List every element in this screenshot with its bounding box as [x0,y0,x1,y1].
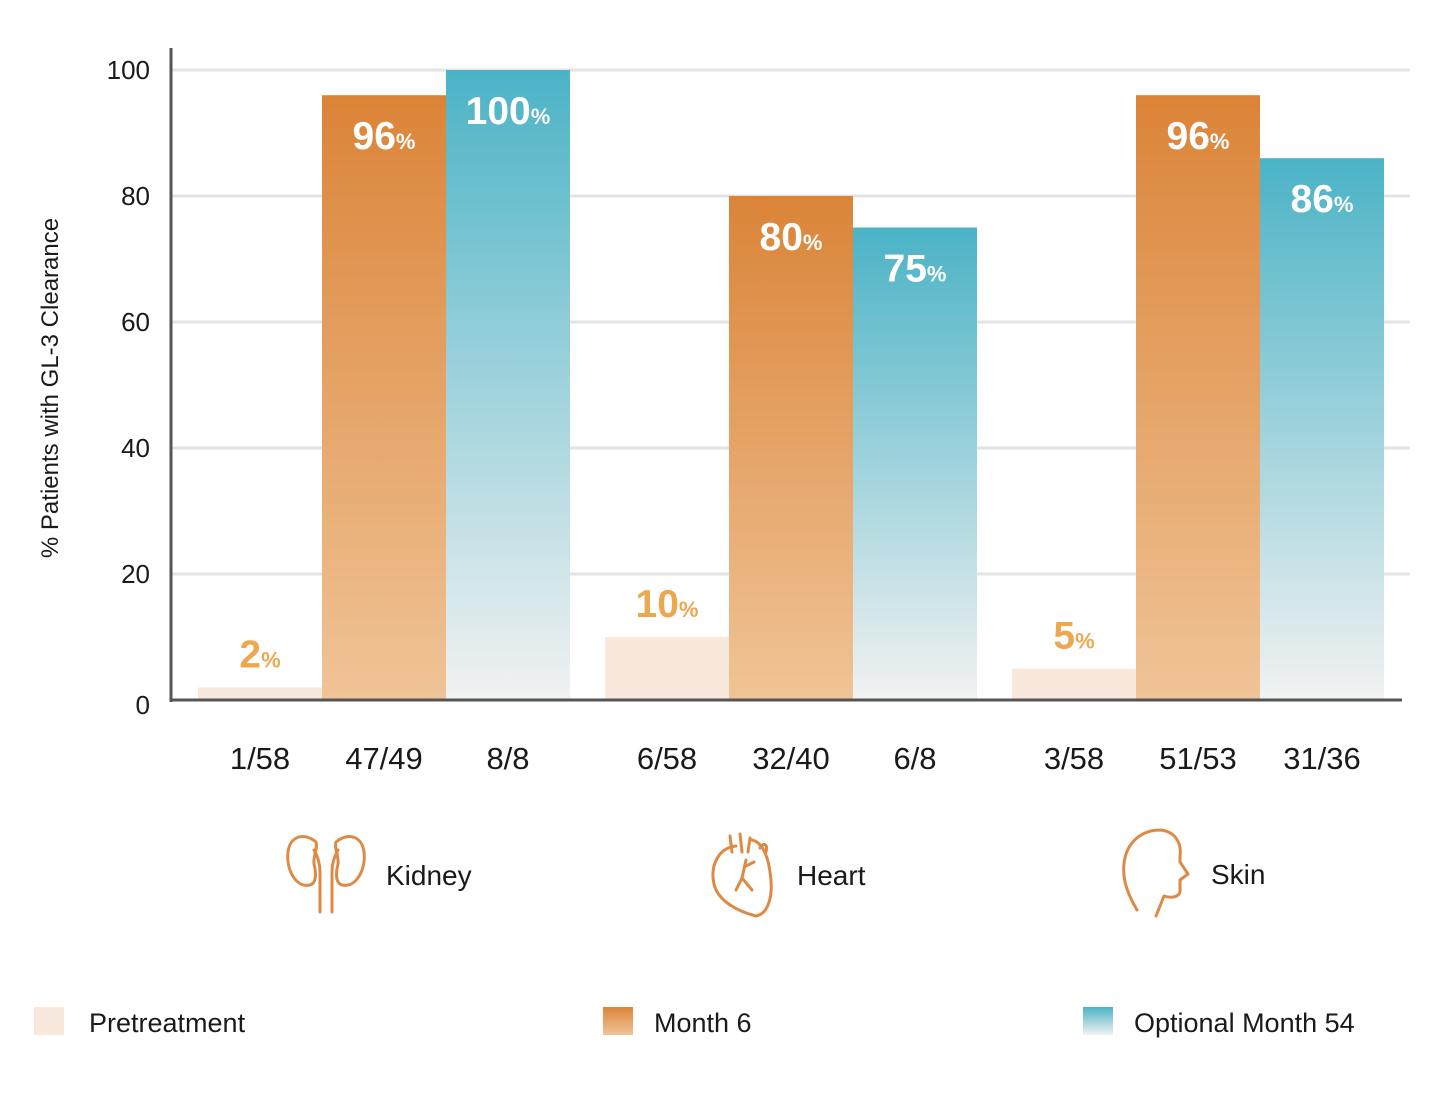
y-tick-label: 80 [121,181,150,211]
value-label: 96% [353,115,416,158]
legend-swatch-month6 [603,1007,633,1035]
value-label: 5% [1053,615,1094,658]
bar-pretreatment-heart [605,637,729,700]
kidney-icon [286,835,366,914]
fraction-label: 3/58 [1044,741,1104,776]
bar-month54-kidney [446,70,570,700]
bar-pretreatment-skin [1012,668,1136,700]
bar-month54-heart [853,227,977,700]
y-tick-label: 100 [107,55,150,85]
bar-month6-skin [1136,95,1260,700]
fraction-label: 6/8 [893,741,936,776]
value-labels: 2% 10% 5% 96% 80% 96% 100% 75% 86% [239,90,1353,676]
fraction-label: 8/8 [486,741,529,776]
organ-label-skin: Skin [1211,859,1265,890]
y-tick-label: 40 [121,433,150,463]
value-label: 96% [1167,115,1230,158]
fraction-label: 1/58 [230,741,290,776]
fraction-label: 6/58 [637,741,697,776]
legend-label-pretreatment: Pretreatment [89,1008,246,1038]
bar-pretreatment-kidney [198,687,322,700]
axes [169,48,1402,702]
heart-icon [711,832,773,918]
bar-month6-kidney [322,95,446,700]
organ-label-heart: Heart [797,860,866,891]
fraction-label: 51/53 [1159,741,1237,776]
y-axis-label: % Patients with GL-3 Clearance [37,218,64,558]
y-tick-label: 0 [136,690,150,720]
value-label: 10% [636,583,699,626]
bar-month54-skin [1260,158,1384,700]
value-label: 100% [466,90,551,133]
bars [198,70,1384,700]
legend-label-month6: Month 6 [654,1008,752,1038]
bar-month6-heart [729,196,853,700]
y-tick-label: 20 [121,559,150,589]
fraction-label: 47/49 [345,741,423,776]
fraction-label: 31/36 [1283,741,1361,776]
legend-swatch-pretreatment [34,1007,64,1035]
legend-label-month54: Optional Month 54 [1134,1008,1355,1038]
value-label: 75% [884,248,947,291]
organ-label-kidney: Kidney [386,860,472,891]
fraction-label: 32/40 [752,741,830,776]
head-icon [1122,828,1190,918]
legend: Pretreatment Month 6 Optional Month 54 [34,1007,1355,1038]
fraction-labels: 1/58 6/58 3/58 47/49 32/40 51/53 8/8 6/8 31/36 [230,741,1361,776]
value-label: 80% [760,216,823,259]
value-label: 86% [1291,178,1354,221]
legend-swatch-month54 [1083,1007,1113,1035]
y-tick-labels: 0 20 40 60 80 100 [107,55,150,720]
value-label: 2% [239,633,280,676]
y-tick-label: 60 [121,307,150,337]
